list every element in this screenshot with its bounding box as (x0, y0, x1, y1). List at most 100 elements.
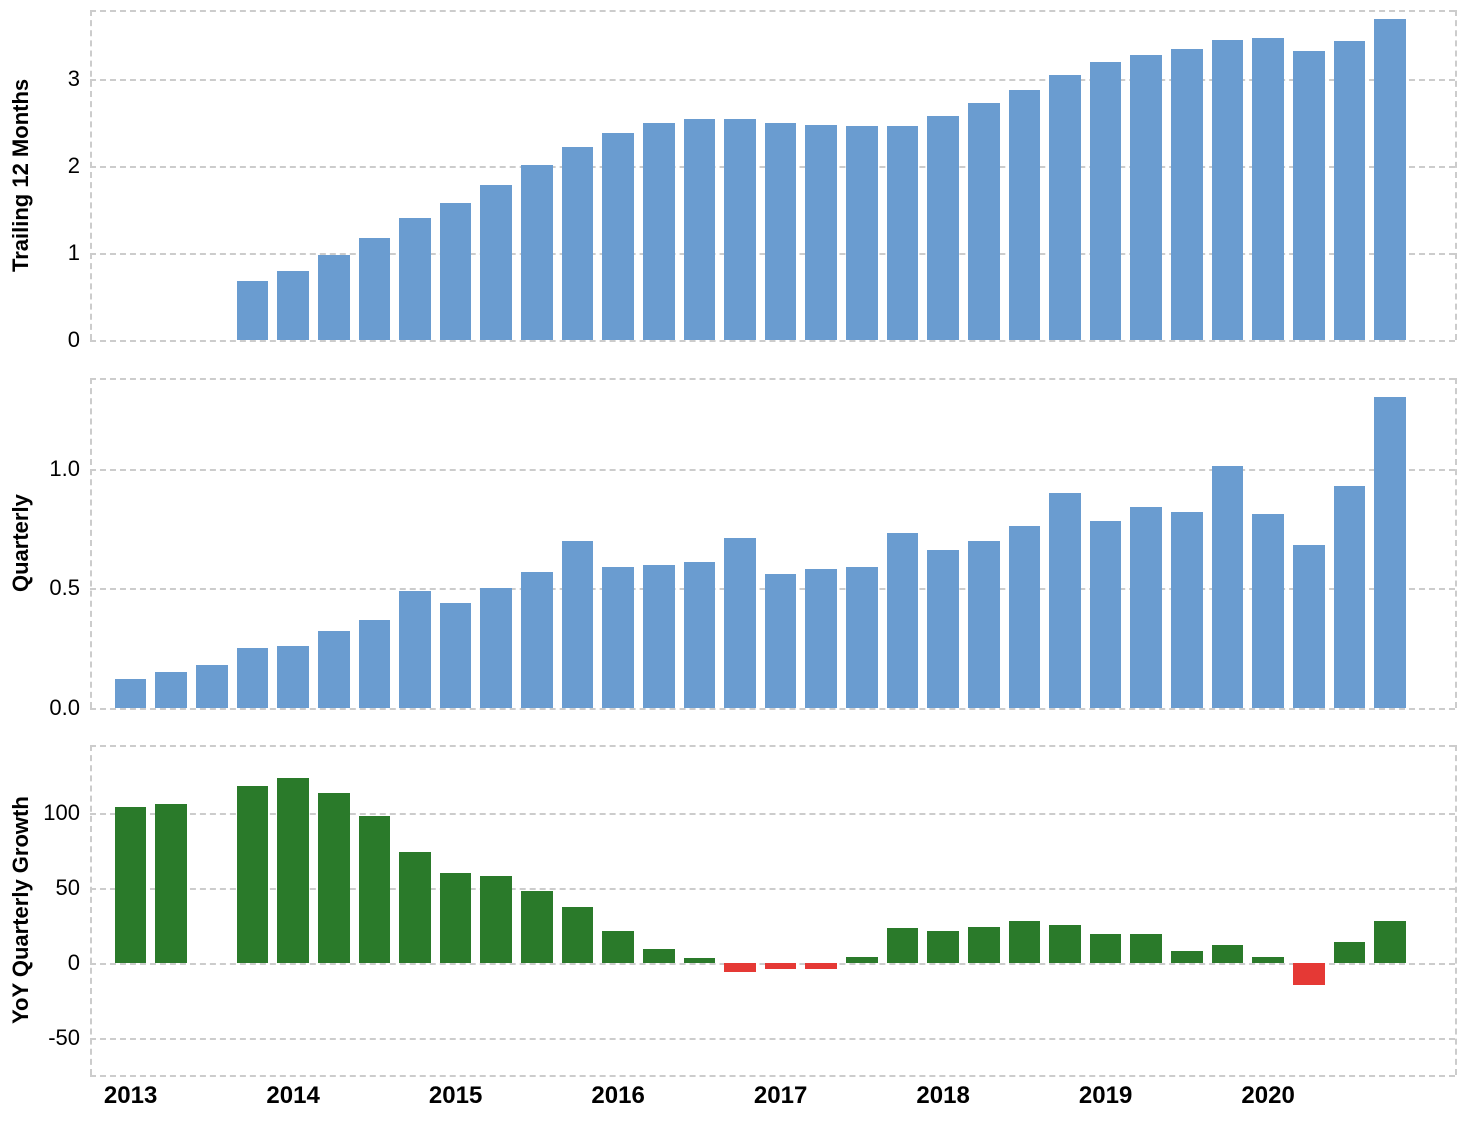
gridline (90, 1075, 1455, 1077)
bar (196, 665, 228, 708)
bar (887, 928, 919, 963)
bar (399, 591, 431, 708)
bar (1293, 545, 1325, 708)
bar (643, 949, 675, 963)
bar (927, 550, 959, 708)
gridline (90, 378, 92, 708)
x-tick-label: 2020 (1241, 1082, 1294, 1110)
bar (480, 876, 512, 963)
x-tick-label: 2019 (1079, 1082, 1132, 1110)
bar (1293, 963, 1325, 986)
bar (1171, 512, 1203, 708)
y-axis-label-quarterly: Quarterly (8, 378, 34, 708)
bar (115, 679, 147, 708)
y-axis-label-yoy: YoY Quarterly Growth (8, 745, 34, 1075)
bar (1049, 925, 1081, 963)
bar (399, 852, 431, 963)
bar (1130, 934, 1162, 963)
chart-ttm: Trailing 12 Months0123 (0, 10, 1472, 340)
bar (846, 957, 878, 963)
bar (968, 103, 1000, 340)
bar (1334, 942, 1366, 963)
gridline (90, 469, 1455, 471)
bar (846, 567, 878, 708)
bar (440, 203, 472, 340)
gridline (90, 10, 1455, 12)
bar (1293, 51, 1325, 340)
bar (602, 133, 634, 340)
bar (887, 126, 919, 340)
gridline (90, 79, 1455, 81)
gridline (1455, 10, 1457, 340)
x-tick-label: 2017 (754, 1082, 807, 1110)
bar (1090, 62, 1122, 340)
bar (440, 873, 472, 963)
bar (1130, 507, 1162, 708)
bar (1049, 493, 1081, 708)
gridline (90, 340, 1455, 342)
bar (1212, 40, 1244, 340)
gridline (1455, 378, 1457, 708)
bar (927, 116, 959, 340)
bar (1130, 55, 1162, 340)
bar (1334, 486, 1366, 708)
bar (968, 541, 1000, 708)
bar (724, 119, 756, 340)
bar (1171, 49, 1203, 340)
y-tick-label: 1 (68, 240, 80, 266)
gridline (90, 378, 1455, 380)
bar (765, 963, 797, 969)
bar (684, 562, 716, 708)
bar (887, 533, 919, 708)
bar (277, 646, 309, 708)
bar (237, 281, 269, 340)
x-axis: 20132014201520162017201820192020 (90, 1082, 1455, 1122)
bar (318, 793, 350, 963)
bar (1374, 19, 1406, 340)
bar (1334, 41, 1366, 340)
gridline (90, 745, 92, 1075)
gridline (1455, 745, 1457, 1075)
x-tick-label: 2015 (429, 1082, 482, 1110)
bar (765, 574, 797, 708)
bar (724, 963, 756, 972)
bar (1374, 921, 1406, 963)
bar (643, 565, 675, 708)
bar (1049, 75, 1081, 340)
y-tick-label: 0 (68, 327, 80, 353)
gridline (90, 708, 1455, 710)
y-tick-label: 1.0 (49, 456, 80, 482)
bar (521, 165, 553, 340)
bar (237, 786, 269, 963)
bar (1252, 957, 1284, 963)
plot-area-yoy (90, 745, 1455, 1075)
bar (1212, 466, 1244, 708)
y-tick-label: -50 (48, 1025, 80, 1051)
x-tick-label: 2014 (266, 1082, 319, 1110)
bar (562, 147, 594, 340)
bar (684, 119, 716, 340)
bar (1009, 921, 1041, 963)
bar (480, 185, 512, 340)
chart-quarterly: Quarterly0.00.51.0 (0, 378, 1472, 708)
bar (1374, 397, 1406, 708)
bar (846, 126, 878, 340)
bar (359, 620, 391, 708)
bar (805, 963, 837, 969)
bar (562, 541, 594, 708)
bar (643, 123, 675, 340)
bar (1252, 514, 1284, 708)
x-tick-label: 2013 (104, 1082, 157, 1110)
bar (1009, 90, 1041, 340)
bar (521, 891, 553, 963)
bar (602, 567, 634, 708)
y-tick-label: 50 (56, 875, 80, 901)
x-tick-label: 2018 (916, 1082, 969, 1110)
bar (115, 807, 147, 963)
y-axis-label-ttm: Trailing 12 Months (8, 10, 34, 340)
bar (155, 804, 187, 963)
bar (1252, 38, 1284, 340)
chart-yoy: YoY Quarterly Growth-50050100 (0, 745, 1472, 1075)
plot-area-quarterly (90, 378, 1455, 708)
y-tick-label: 2 (68, 153, 80, 179)
